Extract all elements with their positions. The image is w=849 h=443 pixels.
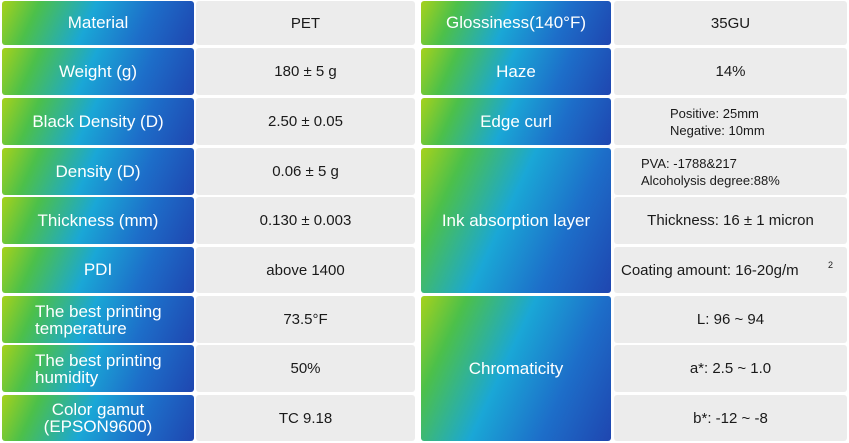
label-ink-absorption-layer: Ink absorption layer — [421, 148, 611, 293]
value-line: PVA: -1788&217 — [641, 155, 737, 171]
value-density: 0.06 ± 5 g — [196, 148, 415, 195]
label-text: Black Density (D) — [32, 111, 164, 131]
value-text: 180 ± 5 g — [274, 63, 337, 80]
value-text: above 1400 — [266, 261, 345, 279]
value-chromaticity-a: a*: 2.5 ~ 1.0 — [614, 345, 847, 392]
value-line: Alcoholysis degree:88% — [641, 172, 780, 188]
value-ink-thickness: Thickness: 16 ± 1 micron — [614, 197, 847, 244]
label-line: humidity — [35, 367, 99, 387]
value-text: 2.50 ± 0.05 — [268, 113, 343, 130]
label-printing-temperature: The best printing temperature — [2, 296, 194, 343]
value-black-density: 2.50 ± 0.05 — [196, 98, 415, 145]
value-printing-humidity: 50% — [196, 345, 415, 392]
value-pdi: above 1400 — [196, 247, 415, 293]
value-chromaticity-l: L: 96 ~ 94 — [614, 296, 847, 343]
label-chromaticity: Chromaticity — [421, 296, 611, 441]
value-material: PET — [196, 1, 415, 45]
value-text: 0.06 ± 5 g — [272, 163, 339, 180]
value-color-gamut: TC 9.18 — [196, 395, 415, 441]
value-thickness: 0.130 ± 0.003 — [196, 197, 415, 244]
label-line: Color gamut — [51, 400, 145, 419]
label-text: Material — [67, 13, 129, 32]
value-printing-temperature: 73.5°F — [196, 296, 415, 343]
superscript: 2 — [827, 260, 833, 270]
label-pdi: PDI — [2, 247, 194, 293]
value-edge-curl: Positive: 25mm Negative: 10mm — [614, 98, 847, 145]
label-line: The best printing — [35, 350, 162, 370]
value-chromaticity-b: b*: -12 ~ -8 — [614, 395, 847, 441]
value-line: Positive: 25mm — [670, 105, 759, 121]
value-text: PET — [290, 14, 321, 32]
label-material: Material — [2, 1, 194, 45]
label-line: (EPSON9600) — [43, 417, 153, 436]
label-text: Weight (g) — [58, 61, 138, 81]
value-text: b*: -12 ~ -8 — [693, 409, 768, 427]
label-color-gamut: Color gamut (EPSON9600) — [2, 395, 194, 441]
label-text: Density (D) — [55, 161, 141, 181]
value-coating-amount: Coating amount: 16-20g/m 2 — [614, 247, 847, 293]
label-text: Edge curl — [480, 111, 552, 131]
value-line: Negative: 10mm — [670, 122, 765, 138]
value-text: a*: 2.5 ~ 1.0 — [689, 360, 772, 377]
value-text: TC 9.18 — [278, 409, 333, 427]
label-density: Density (D) — [2, 148, 194, 195]
value-text: 14% — [715, 63, 746, 80]
label-text: Chromaticity — [468, 358, 564, 378]
label-haze: Haze — [421, 48, 611, 95]
value-pva: PVA: -1788&217 Alcoholysis degree:88% — [614, 148, 847, 195]
label-edge-curl: Edge curl — [421, 98, 611, 145]
value-text: 0.130 ± 0.003 — [259, 212, 352, 229]
value-text: Coating amount: 16-20g/m — [621, 261, 799, 279]
label-weight: Weight (g) — [2, 48, 194, 95]
value-weight: 180 ± 5 g — [196, 48, 415, 95]
label-black-density: Black Density (D) — [2, 98, 194, 145]
label-text: PDI — [83, 260, 113, 279]
value-text: 35GU — [710, 14, 751, 32]
value-text: Thickness: 16 ± 1 micron — [647, 212, 814, 229]
label-text: Thickness (mm) — [37, 210, 159, 230]
label-text: Ink absorption layer — [441, 210, 591, 230]
label-text: Haze — [496, 61, 536, 81]
label-glossiness: Glossiness(140°F) — [421, 1, 611, 45]
label-text: Glossiness(140°F) — [445, 13, 586, 32]
label-thickness: Thickness (mm) — [2, 197, 194, 244]
label-line: temperature — [35, 318, 127, 338]
value-glossiness: 35GU — [614, 1, 847, 45]
label-printing-humidity: The best printing humidity — [2, 345, 194, 392]
value-text: 73.5°F — [283, 311, 328, 328]
value-text: L: 96 ~ 94 — [696, 311, 765, 328]
value-text: 50% — [290, 360, 321, 377]
value-haze: 14% — [614, 48, 847, 95]
label-line: The best printing — [35, 301, 162, 321]
